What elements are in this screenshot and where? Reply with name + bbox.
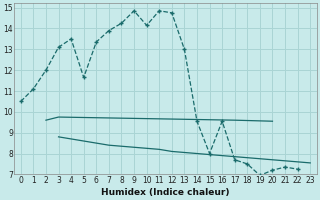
- X-axis label: Humidex (Indice chaleur): Humidex (Indice chaleur): [101, 188, 230, 197]
